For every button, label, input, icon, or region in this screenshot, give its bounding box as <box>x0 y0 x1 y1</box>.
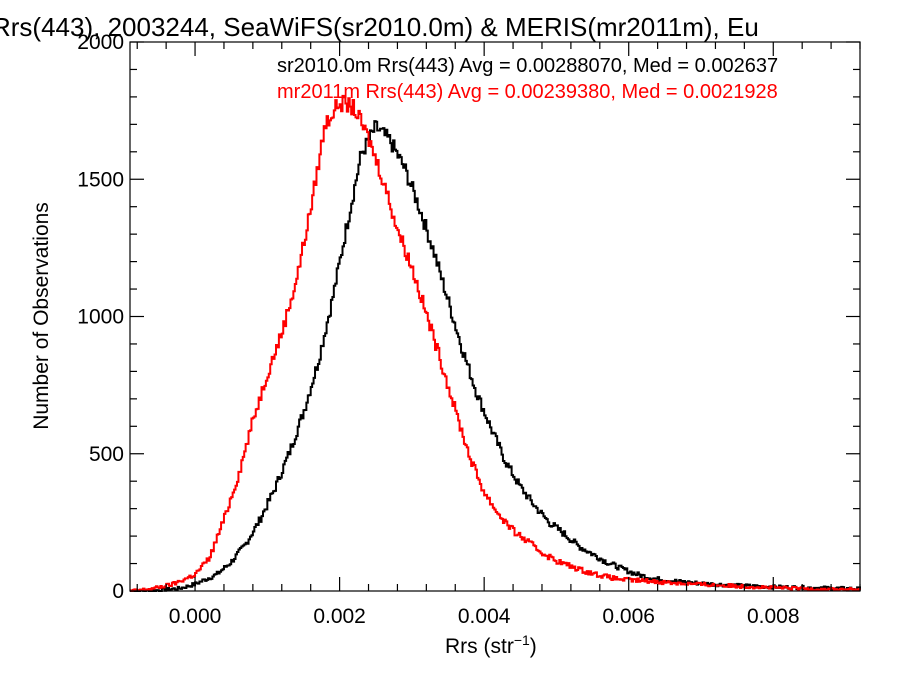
legend-entry-mr2011m: mr2011m Rrs(443) Avg = 0.00239380, Med =… <box>277 81 778 103</box>
x-tick-label: 0.008 <box>747 605 800 628</box>
x-tick-label: 0.004 <box>458 605 511 628</box>
y-tick-label: 1000 <box>77 306 124 329</box>
y-tick-label: 1500 <box>77 168 124 191</box>
x-axis-label: Rrs (str−1) <box>445 632 537 658</box>
y-tick-label: 2000 <box>77 31 124 54</box>
y-tick-label: 500 <box>89 443 124 466</box>
legend-entry-sr2010: sr2010.0m Rrs(443) Avg = 0.00288070, Med… <box>277 55 778 77</box>
x-tick-label: 0.002 <box>313 605 366 628</box>
series-line-sr2010.0m <box>130 120 861 592</box>
y-axis-label: Number of Observations <box>30 202 53 430</box>
x-tick-label: 0.006 <box>602 605 655 628</box>
x-tick-label: 0.000 <box>169 605 222 628</box>
series-layer <box>130 94 861 592</box>
y-tick-label: 0 <box>112 580 124 603</box>
series-line-mr2011m <box>130 94 861 592</box>
ticks-layer: 0.000 0.002 0.004 0.006 0.008 0 500 1000 1500 200… <box>77 31 861 628</box>
chart-title: Rrs(443), 2003244, SeaWiFS(sr2010.0m) & … <box>0 12 759 42</box>
